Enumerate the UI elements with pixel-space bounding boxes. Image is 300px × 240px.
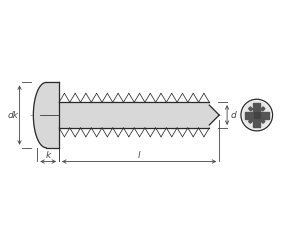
Text: d: d [230,111,236,120]
Polygon shape [59,102,209,128]
Polygon shape [249,119,253,123]
Polygon shape [249,107,253,111]
Polygon shape [261,119,265,123]
Polygon shape [261,107,265,111]
Polygon shape [257,112,268,119]
Polygon shape [245,112,257,119]
Polygon shape [209,105,219,125]
Polygon shape [254,112,260,118]
Polygon shape [253,103,260,115]
Text: l: l [138,151,140,160]
Circle shape [242,101,271,130]
Text: k: k [46,151,51,160]
Text: dk: dk [7,111,18,120]
Polygon shape [33,82,59,148]
Polygon shape [253,115,260,127]
